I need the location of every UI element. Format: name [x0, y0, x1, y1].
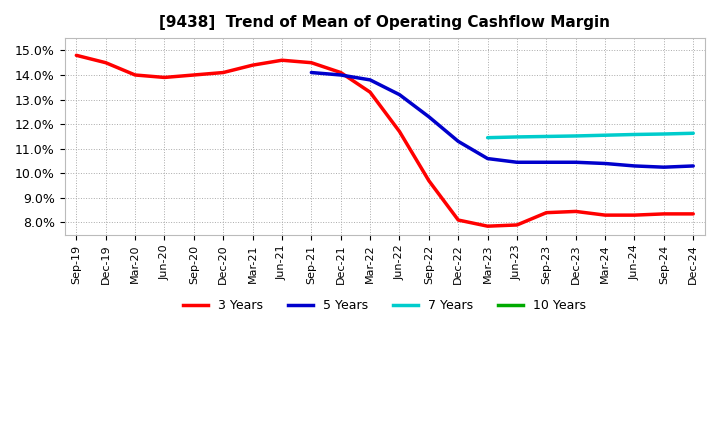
Title: [9438]  Trend of Mean of Operating Cashflow Margin: [9438] Trend of Mean of Operating Cashfl…: [159, 15, 611, 30]
Legend: 3 Years, 5 Years, 7 Years, 10 Years: 3 Years, 5 Years, 7 Years, 10 Years: [178, 294, 591, 317]
